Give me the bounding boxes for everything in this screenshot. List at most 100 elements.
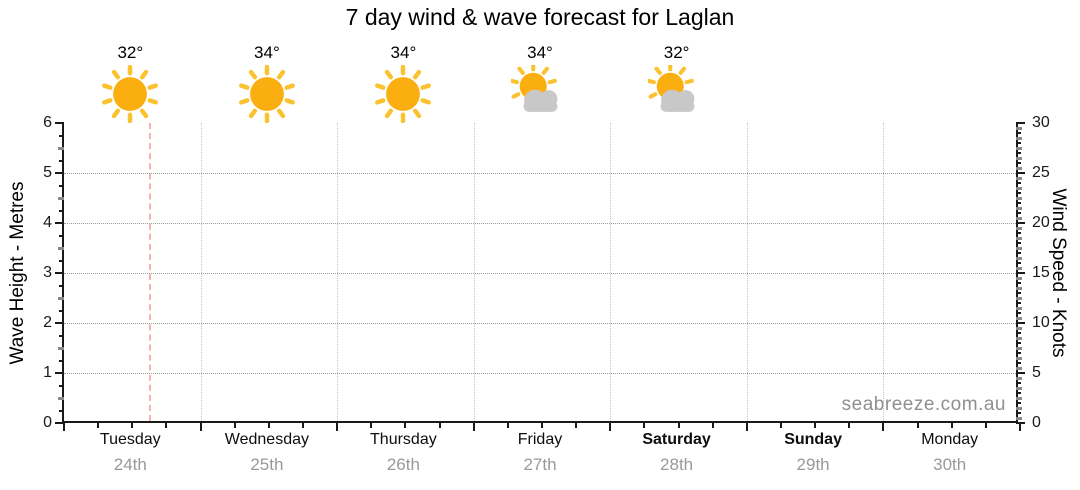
right-axis-tick xyxy=(1016,282,1021,284)
right-axis-tick xyxy=(1016,246,1022,250)
left-axis-tick-label: 4 xyxy=(43,214,52,231)
date-label: 24th xyxy=(113,455,147,474)
x-axis-tick xyxy=(233,423,236,428)
left-axis-tick-label: 6 xyxy=(43,114,52,131)
right-axis-tick xyxy=(1016,406,1022,410)
day-label: Monday xyxy=(921,431,979,448)
day-label: Sunday xyxy=(784,431,842,448)
x-axis-tick xyxy=(643,423,646,428)
x-axis-tick xyxy=(780,423,782,428)
x-axis-tick xyxy=(711,423,714,428)
chart-title: 7 day wind & wave forecast for Laglan xyxy=(345,4,735,30)
temp-label: 34° xyxy=(254,43,280,62)
gridline-vertical xyxy=(337,123,339,421)
sunny-icon xyxy=(374,64,432,124)
right-axis-tick xyxy=(1016,346,1022,350)
right-axis-tick xyxy=(1016,186,1022,190)
right-axis-tick xyxy=(1016,322,1025,324)
left-axis-tick xyxy=(59,259,64,262)
x-axis-tick xyxy=(302,423,304,428)
right-axis-tick xyxy=(1016,312,1021,314)
sunny-icon xyxy=(101,64,159,124)
right-axis-tick xyxy=(1016,276,1022,280)
right-axis-tick-label: 10 xyxy=(1032,314,1050,331)
gridline-vertical xyxy=(200,123,202,421)
left-axis-tick xyxy=(55,222,64,224)
right-axis-tick xyxy=(1016,316,1022,320)
x-axis-tick xyxy=(1019,423,1021,431)
right-axis-tick xyxy=(1016,342,1021,344)
gridline-vertical xyxy=(473,123,475,421)
left-axis-tick xyxy=(58,296,64,300)
right-axis-tick xyxy=(1016,232,1021,234)
right-axis-tick xyxy=(1016,332,1021,334)
right-axis-tick xyxy=(1016,202,1021,204)
right-axis-tick xyxy=(1016,142,1021,144)
left-axis-tick-label: 1 xyxy=(43,364,52,381)
left-axis-tick xyxy=(55,122,64,124)
day-label: Friday xyxy=(517,431,563,448)
right-axis-tick xyxy=(1016,226,1022,230)
right-axis-tick xyxy=(1016,212,1021,214)
date-label: 25th xyxy=(250,455,284,474)
left-axis-tick xyxy=(59,234,64,237)
partly-cloudy-icon xyxy=(646,62,706,123)
right-axis-tick xyxy=(1016,126,1022,130)
left-axis-tick xyxy=(59,134,64,137)
left-axis-tick xyxy=(59,309,64,312)
right-axis-tick xyxy=(1016,266,1022,270)
right-axis-tick xyxy=(1016,222,1025,224)
left-axis-tick-label: 3 xyxy=(43,264,52,281)
gridline-vertical xyxy=(610,123,612,421)
right-axis-tick xyxy=(1016,352,1021,354)
right-axis-tick xyxy=(1016,176,1022,180)
right-axis-tick xyxy=(1016,152,1021,154)
left-axis-tick xyxy=(59,384,64,387)
right-axis-tick xyxy=(1016,196,1022,200)
right-axis-tick xyxy=(1016,416,1022,420)
watermark: seabreeze.com.au xyxy=(841,394,1006,415)
right-axis-tick xyxy=(1016,296,1022,300)
right-axis-tick xyxy=(1016,182,1021,184)
left-axis-tick xyxy=(58,196,64,200)
x-axis-tick xyxy=(438,423,441,428)
temp-label: 32° xyxy=(663,43,690,62)
x-axis-tick xyxy=(165,423,168,428)
left-axis-tick xyxy=(59,334,64,337)
right-axis-tick xyxy=(1016,136,1022,140)
right-axis-tick xyxy=(1016,216,1022,220)
right-axis-tick-label: 30 xyxy=(1032,114,1050,131)
right-axis-tick xyxy=(1016,242,1021,244)
x-axis-tick xyxy=(541,423,543,428)
x-axis-tick xyxy=(575,423,578,428)
x-axis-tick xyxy=(506,423,509,428)
right-axis-tick xyxy=(1016,356,1022,360)
right-axis-tick xyxy=(1016,382,1021,384)
day-label: Wednesday xyxy=(224,431,309,448)
temp-label: 34° xyxy=(390,43,417,62)
day-label: Saturday xyxy=(642,431,711,448)
left-axis-tick xyxy=(58,396,64,400)
partly-cloudy-icon xyxy=(509,62,569,123)
right-axis-tick xyxy=(1016,306,1022,310)
gridline-horizontal xyxy=(64,223,1016,224)
gridline-horizontal xyxy=(64,273,1016,274)
plot-area: seabreeze.com.au 0 1 2 3 4 5 6 0 5 10 15 20 25 30 xyxy=(43,114,1050,431)
left-axis-tick xyxy=(59,409,64,412)
right-axis-tick xyxy=(1016,286,1022,290)
x-axis-tick xyxy=(97,423,100,428)
gridline-horizontal xyxy=(64,373,1016,374)
right-axis-tick xyxy=(1016,236,1022,240)
right-axis-tick xyxy=(1016,392,1021,394)
date-label: 26th xyxy=(386,455,420,474)
right-axis-tick xyxy=(1016,156,1022,160)
x-axis-tick xyxy=(267,423,270,428)
left-axis-tick-label: 2 xyxy=(43,314,52,331)
right-axis-tick xyxy=(1016,326,1022,330)
right-axis-tick xyxy=(1016,192,1021,194)
gridline-horizontal xyxy=(64,323,1016,324)
right-axis-tick xyxy=(1016,252,1021,254)
x-axis-tick xyxy=(882,423,885,431)
right-axis-tick xyxy=(1016,386,1022,390)
